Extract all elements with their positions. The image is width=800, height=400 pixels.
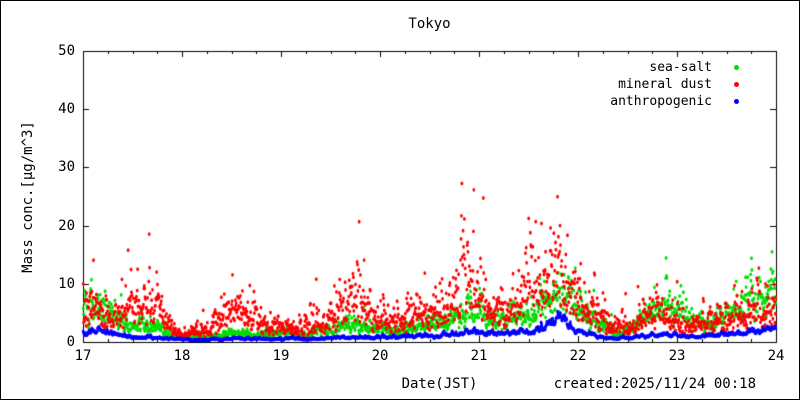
anthropogenic-marker-icon [734,99,739,104]
x-tick-label-22: 22 [569,348,587,364]
y-tick-label-0: 0 [66,334,75,350]
chart-title: Tokyo [408,16,451,32]
y-tick-label-10: 10 [58,276,75,292]
y-tick-label-20: 20 [58,218,75,234]
created-timestamp: created:2025/11/24 00:18 [553,376,756,392]
x-tick-label-19: 19 [272,348,290,364]
y-tick-label-40: 40 [58,101,75,117]
x-tick-label-23: 23 [668,348,686,364]
x-tick-label-21: 21 [470,348,488,364]
sea-salt-marker-icon [734,65,739,70]
x-axis-label: Date(JST) [401,376,478,392]
legend-item-mineral-dust: mineral dust [610,76,751,93]
x-tick-label-18: 18 [173,348,191,364]
legend-label-sea-salt: sea-salt [649,60,712,75]
y-tick-label-50: 50 [58,43,75,59]
x-tick-label-17: 17 [74,348,92,364]
x-tick-label-24: 24 [767,348,785,364]
legend-item-anthropogenic: anthropogenic [610,93,751,110]
legend-item-sea-salt: sea-salt [610,59,751,76]
y-axis-label: Mass conc.[µg/m^3] [20,121,36,273]
legend-label-anthropogenic: anthropogenic [610,94,712,109]
y-tick-label-30: 30 [58,159,75,175]
x-tick-label-20: 20 [371,348,389,364]
mineral-dust-marker-icon [734,82,739,87]
legend: sea-salt mineral dust anthropogenic [610,59,751,110]
legend-label-mineral-dust: mineral dust [618,77,712,92]
